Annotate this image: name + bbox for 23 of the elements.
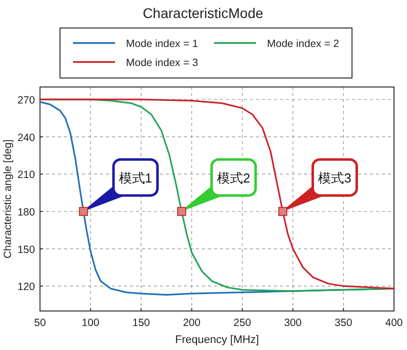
x-tick-label: 150 xyxy=(132,317,150,329)
y-tick-label: 240 xyxy=(17,132,36,144)
legend-label: Mode index = 2 xyxy=(267,38,340,50)
x-tick-label: 400 xyxy=(385,317,403,329)
legend-label: Mode index = 1 xyxy=(126,38,198,50)
annotation: 模式2 xyxy=(216,170,250,186)
y-tick-label: 150 xyxy=(17,244,36,256)
y-axis-title: Characteristic angle [deg] xyxy=(2,139,14,259)
x-tick-label: 250 xyxy=(234,317,252,329)
y-tick-label: 180 xyxy=(17,206,36,218)
chart-title: CharacteristicMode xyxy=(142,5,264,21)
x-tick-label: 100 xyxy=(82,317,100,329)
y-tick-label: 210 xyxy=(17,169,36,182)
x-tick-label: 50 xyxy=(34,317,46,329)
x-tick-label: 350 xyxy=(334,317,352,329)
annotation: 模式1 xyxy=(118,170,152,186)
y-tick-label: 120 xyxy=(17,281,36,294)
y-tick-label: 270 xyxy=(17,94,36,106)
annotation: 模式3 xyxy=(318,170,352,186)
x-tick-label: 200 xyxy=(182,317,201,329)
x-tick-label: 300 xyxy=(284,317,302,329)
legend-label: Mode index = 3 xyxy=(126,57,198,69)
x-axis-title: Frequency [MHz] xyxy=(175,334,259,346)
